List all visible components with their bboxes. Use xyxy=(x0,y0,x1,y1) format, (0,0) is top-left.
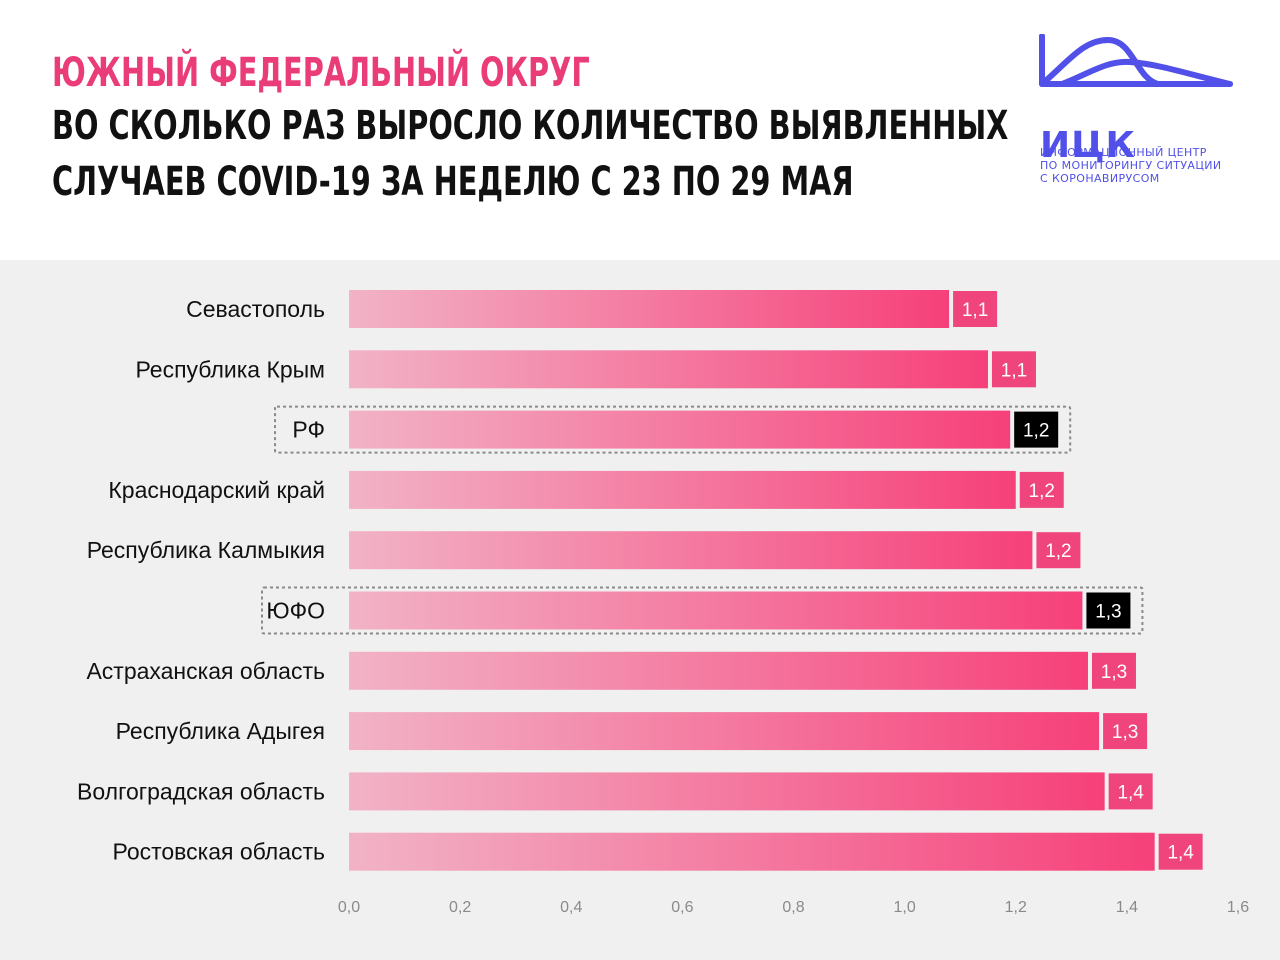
category-label: Республика Крым xyxy=(135,356,325,382)
value-label-box xyxy=(1086,592,1131,629)
logo-subtitle: ИНФОРМАЦИОННЫЙ ЦЕНТР ПО МОНИТОРИНГУ СИТУ… xyxy=(1040,146,1222,185)
data-label: 1,1 xyxy=(962,300,988,321)
logo-subtitle-line: С КОРОНАВИРУСОМ xyxy=(1040,172,1160,185)
category-label: РФ xyxy=(292,417,325,443)
x-tick-label: 1,4 xyxy=(1116,899,1138,916)
data-label: 1,3 xyxy=(1112,722,1138,743)
category-label: Астраханская область xyxy=(86,658,325,684)
logo-abbreviation: ИЦК xyxy=(1040,125,1136,166)
data-label: 1,4 xyxy=(1167,843,1194,864)
value-label-box xyxy=(1091,652,1136,689)
data-label: 1,3 xyxy=(1095,602,1121,623)
bar xyxy=(349,470,1016,509)
x-tick-label: 0,0 xyxy=(338,899,360,916)
data-label: 1,3 xyxy=(1101,662,1127,683)
value-label-box xyxy=(1019,471,1064,508)
bar-chart: Севастополь 1,1 Республика Крым 1,1 РФ 1,2 Кра… xyxy=(77,290,1249,916)
bar xyxy=(349,712,1100,751)
chart-title-region: ЮЖНЫЙ ФЕДЕРАЛЬНЫЙ ОКРУГ xyxy=(52,50,590,96)
category-label: Республика Калмыкия xyxy=(87,537,325,563)
data-label: 1,1 xyxy=(1001,360,1027,381)
bar xyxy=(349,651,1088,690)
category-label: Севастополь xyxy=(186,296,325,322)
data-label: 1,2 xyxy=(1029,481,1055,502)
bar xyxy=(349,531,1033,570)
x-tick-label: 1,6 xyxy=(1227,899,1249,916)
category-label: Краснодарский край xyxy=(108,477,325,503)
chart-title-line-1: ВО СКОЛЬКО РАЗ ВЫРОСЛО КОЛИЧЕСТВО ВЫЯВЛЕ… xyxy=(52,103,1009,149)
x-tick-label: 0,8 xyxy=(782,899,804,916)
chart-panel: Севастополь 1,1 Республика Крым 1,1 РФ 1,2 Кра… xyxy=(0,260,1280,960)
x-tick-label: 0,6 xyxy=(671,899,693,916)
value-label-box xyxy=(1036,532,1081,569)
chart-title-line-2: СЛУЧАЕВ COVID-19 ЗА НЕДЕЛЮ С 23 ПО 29 МА… xyxy=(52,159,854,205)
data-label: 1,4 xyxy=(1117,782,1144,803)
value-label-box xyxy=(1158,833,1203,870)
data-label: 1,2 xyxy=(1045,541,1071,562)
ick-logo: ИЦК ИНФОРМАЦИОННЫЙ ЦЕНТР ПО МОНИТОРИНГУ … xyxy=(1038,34,1238,194)
category-label: Республика Адыгея xyxy=(116,718,325,744)
value-label-box xyxy=(1014,411,1059,448)
x-tick-label: 1,0 xyxy=(894,899,916,916)
category-label: Ростовская область xyxy=(112,839,325,865)
category-label: ЮФО xyxy=(266,598,325,624)
bar xyxy=(349,772,1105,811)
bar xyxy=(349,410,1011,449)
x-tick-label: 0,2 xyxy=(449,899,471,916)
category-label: Волгоградская область xyxy=(77,778,325,804)
bar xyxy=(349,290,950,328)
bar xyxy=(349,832,1155,871)
highlight-frame xyxy=(261,586,1144,635)
curve-logo-icon xyxy=(1039,34,1233,87)
value-label-box xyxy=(1103,713,1148,750)
value-label-box xyxy=(1108,773,1153,810)
bar xyxy=(349,591,1083,630)
data-label: 1,2 xyxy=(1023,421,1049,442)
x-tick-label: 0,4 xyxy=(560,899,582,916)
logo-subtitle-line: ИНФОРМАЦИОННЫЙ ЦЕНТР xyxy=(1040,146,1207,159)
value-label-box xyxy=(991,351,1036,388)
value-label-box xyxy=(953,291,998,327)
bar xyxy=(349,350,988,389)
x-tick-label: 1,2 xyxy=(1005,899,1027,916)
logo-subtitle-line: ПО МОНИТОРИНГУ СИТУАЦИИ xyxy=(1040,159,1222,172)
